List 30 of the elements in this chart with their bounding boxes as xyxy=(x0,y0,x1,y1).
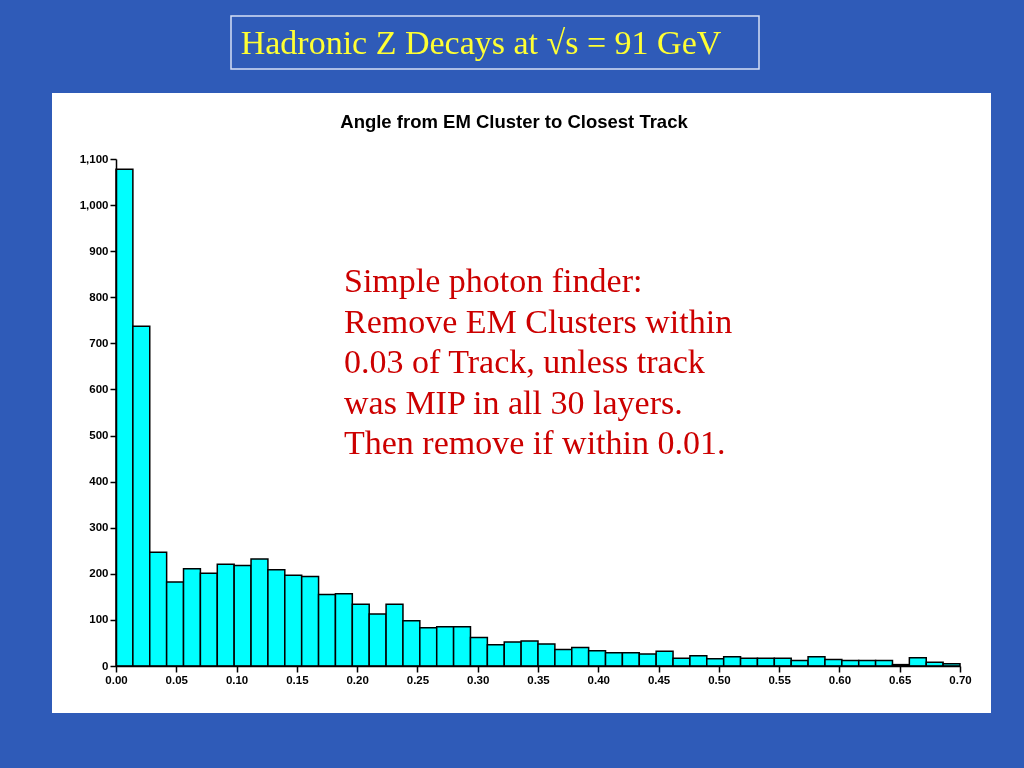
x-tick-label: 0.05 xyxy=(165,673,189,686)
y-tick-label: 1,000 xyxy=(79,198,109,211)
x-tick-label: 0.30 xyxy=(467,673,490,686)
y-tick-label: 500 xyxy=(89,429,109,442)
x-tick-label: 0.40 xyxy=(587,673,610,686)
x-tick-label: 0.20 xyxy=(346,673,369,686)
y-tick-label: 600 xyxy=(89,382,109,395)
x-tick-label: 0.65 xyxy=(889,673,913,686)
y-tick-label: 800 xyxy=(89,290,109,303)
y-tick-label: 1,100 xyxy=(79,152,109,165)
x-tick-label: 0.00 xyxy=(105,673,128,686)
y-tick-label: 300 xyxy=(89,521,109,534)
annotation: Simple photon finder: Remove EM Clusters within 0.03 of Track, unless track was MIP in all 30 layers. Then remove if within 0.01. xyxy=(344,262,733,461)
y-tick-label: 200 xyxy=(89,567,109,580)
chart-title: Hadronic Z Decays at √s = 91 GeV xyxy=(240,24,722,61)
x-tick-label: 0.50 xyxy=(708,673,731,686)
y-tick-label: 100 xyxy=(89,613,109,626)
y-tick-label: 900 xyxy=(89,244,109,257)
x-tick-label: 0.25 xyxy=(406,673,430,686)
y-tick-label: 400 xyxy=(89,475,109,488)
chart-subtitle: Angle from EM Cluster to Closest Track xyxy=(340,111,689,132)
x-tick-label: 0.15 xyxy=(286,673,310,686)
x-tick-label: 0.70 xyxy=(949,673,972,686)
x-tick-label: 0.55 xyxy=(768,673,792,686)
x-tick-label: 0.60 xyxy=(828,673,852,686)
x-tick-label: 0.35 xyxy=(527,673,551,686)
y-tick-label: 0 xyxy=(102,659,109,672)
x-tick-label: 0.10 xyxy=(225,673,249,686)
y-tick-label: 700 xyxy=(89,336,109,349)
x-tick-label: 0.45 xyxy=(647,673,671,686)
